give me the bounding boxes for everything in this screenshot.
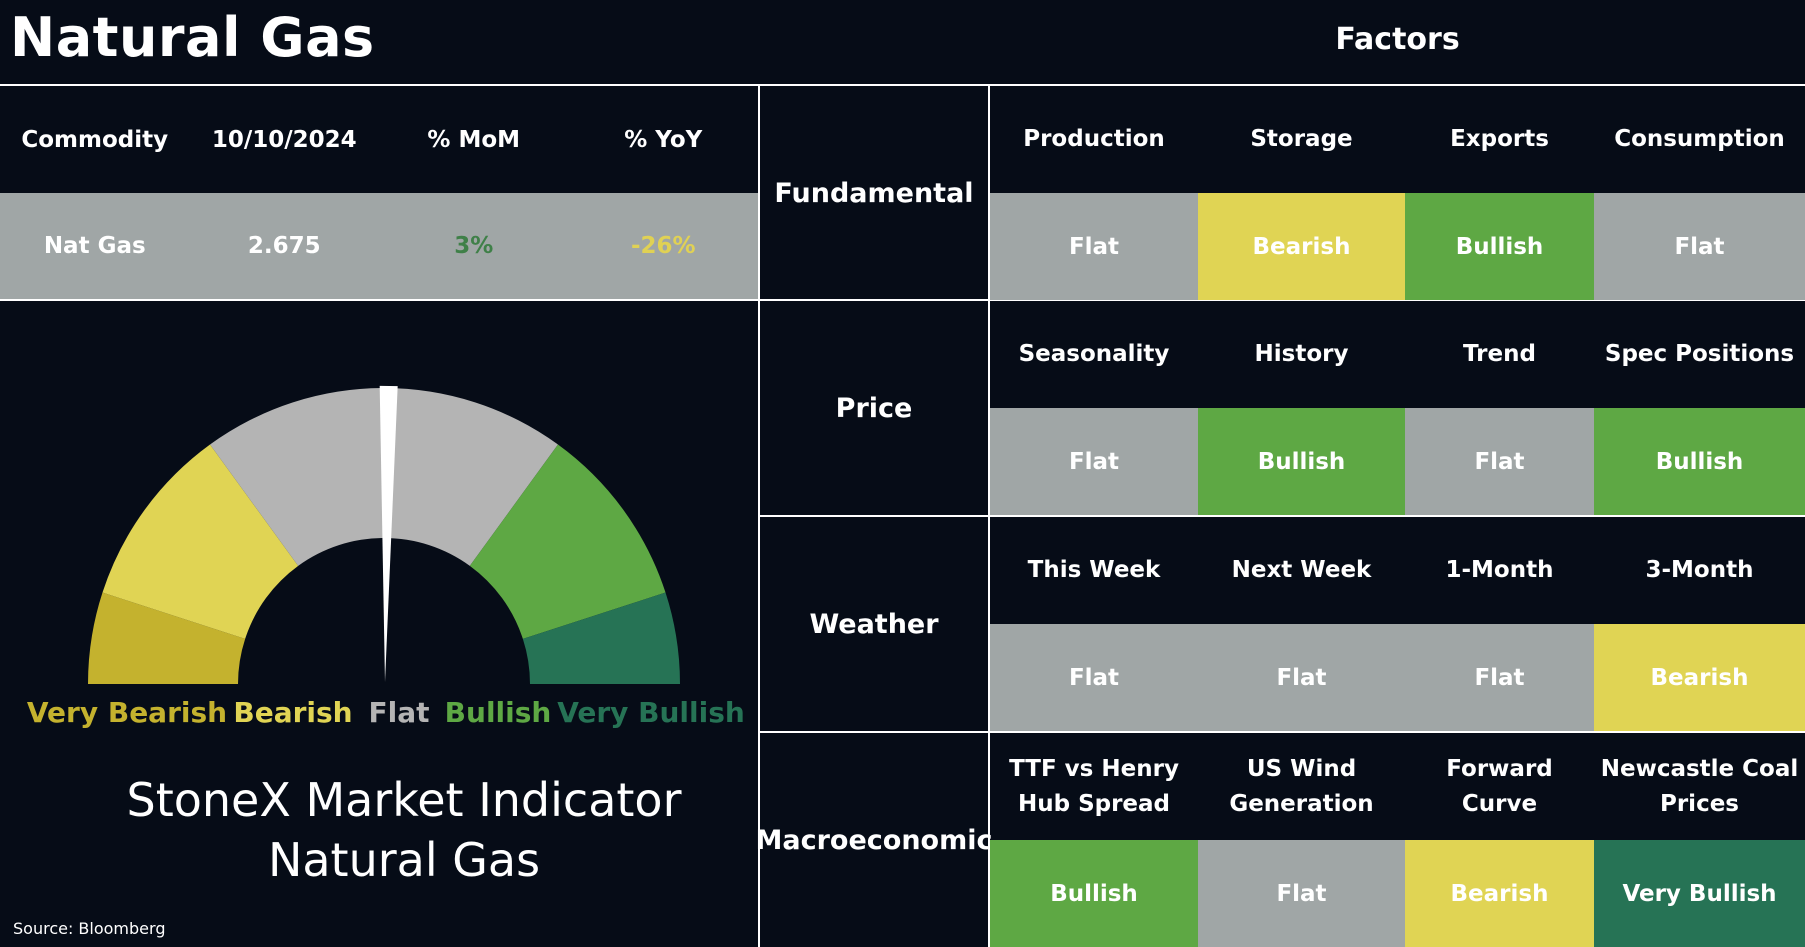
factors-title: Factors	[1335, 22, 1460, 57]
factor-label-newcastle-coal-prices: Newcastle Coal Prices	[1600, 755, 1799, 817]
factor-value-consumption: Flat	[1594, 193, 1805, 300]
cell-mom: 3%	[454, 233, 494, 259]
header-divider	[0, 84, 1805, 86]
commodity-table-header: Commodity 10/10/2024 % MoM % YoY	[0, 86, 758, 193]
category-macroeconomic: Macroeconomic	[755, 824, 993, 856]
cell-commodity: Nat Gas	[43, 233, 146, 259]
factor-label-1-month: 1-Month	[1445, 557, 1554, 583]
factor-label-seasonality: Seasonality	[1018, 341, 1170, 367]
header-commodity: Commodity	[21, 126, 169, 153]
table-row: Nat Gas 2.675 3% -26%	[0, 193, 758, 299]
source-note: Source: Bloomberg	[13, 919, 166, 938]
gauge-label-very-bullish: Very Bullish	[557, 696, 745, 729]
indicator-title: StoneX Market Indicator Natural Gas	[0, 770, 808, 890]
factor-label-production: Production	[1023, 126, 1165, 152]
factor-label-spec-positions: Spec Positions	[1604, 341, 1795, 367]
category-price: Price	[835, 392, 913, 424]
factor-value-spec-positions: Bullish	[1594, 408, 1805, 515]
factor-label-storage: Storage	[1250, 126, 1353, 152]
gauge-label-bearish: Bearish	[233, 696, 353, 729]
factor-label-forward-curve: Forward Curve	[1446, 755, 1553, 817]
factor-value-trend: Flat	[1405, 408, 1594, 515]
gauge-segment-bullish	[469, 444, 666, 639]
factor-value-forward-curve: Bearish	[1405, 840, 1594, 947]
factor-label-next-week: Next Week	[1231, 557, 1372, 583]
sentiment-gauge	[88, 385, 680, 684]
gauge-label-very-bearish: Very Bearish	[26, 696, 228, 729]
page-title: Natural Gas	[10, 6, 375, 69]
category-weather: Weather	[809, 608, 939, 640]
gauge-label-bullish: Bullish	[444, 696, 552, 729]
header-mom: % MoM	[427, 126, 521, 153]
factor-value-us-wind-generation: Flat	[1198, 840, 1405, 947]
factor-value-storage: Bearish	[1198, 193, 1405, 300]
factor-value-1-month: Flat	[1405, 624, 1594, 731]
factor-label-trend: Trend	[1463, 341, 1536, 367]
gauge-segment-very-bearish	[88, 592, 246, 684]
gauge-segment-very-bullish	[522, 592, 680, 684]
factor-label-3-month: 3-Month	[1645, 557, 1754, 583]
factor-label-consumption: Consumption	[1614, 126, 1785, 152]
factor-label-exports: Exports	[1450, 126, 1549, 152]
factor-label-us-wind-generation: US Wind Generation	[1229, 755, 1374, 817]
factor-value-production: Flat	[990, 193, 1198, 300]
left-table-divider	[0, 299, 758, 301]
factor-label-history: History	[1254, 341, 1349, 367]
row-divider-3	[758, 731, 1805, 733]
factor-value-newcastle-coal-prices: Very Bullish	[1594, 840, 1805, 947]
category-fundamental: Fundamental	[774, 177, 974, 209]
header-yoy: % YoY	[624, 126, 703, 153]
gauge-segment-bearish	[102, 444, 299, 639]
row-divider-2	[758, 515, 1805, 517]
factor-value-this-week: Flat	[990, 624, 1198, 731]
cell-yoy: -26%	[630, 233, 696, 259]
factor-value-next-week: Flat	[1198, 624, 1405, 731]
gauge-labels: Very Bearish Bearish Flat Bullish Very B…	[0, 696, 758, 736]
factor-label-ttf-vs-henry-hub-spread: TTF vs Henry Hub Spread	[1009, 755, 1179, 817]
factor-value-seasonality: Flat	[990, 408, 1198, 515]
cell-price: 2.675	[247, 233, 321, 259]
commodity-table: Commodity 10/10/2024 % MoM % YoY Nat Gas…	[0, 86, 758, 299]
gauge-needle	[379, 385, 398, 682]
factor-label-this-week: This Week	[1027, 557, 1161, 583]
indicator-title-line-2: Natural Gas	[267, 833, 541, 887]
header-date: 10/10/2024	[211, 126, 357, 153]
factor-value-ttf-vs-henry-hub-spread: Bullish	[990, 840, 1198, 947]
gauge-label-flat: Flat	[368, 696, 430, 729]
factor-value-history: Bullish	[1198, 408, 1405, 515]
factor-value-exports: Bullish	[1405, 193, 1594, 300]
indicator-title-line-1: StoneX Market Indicator	[126, 773, 682, 827]
factor-value-3-month: Bearish	[1594, 624, 1805, 731]
row-divider-1	[758, 299, 1805, 301]
